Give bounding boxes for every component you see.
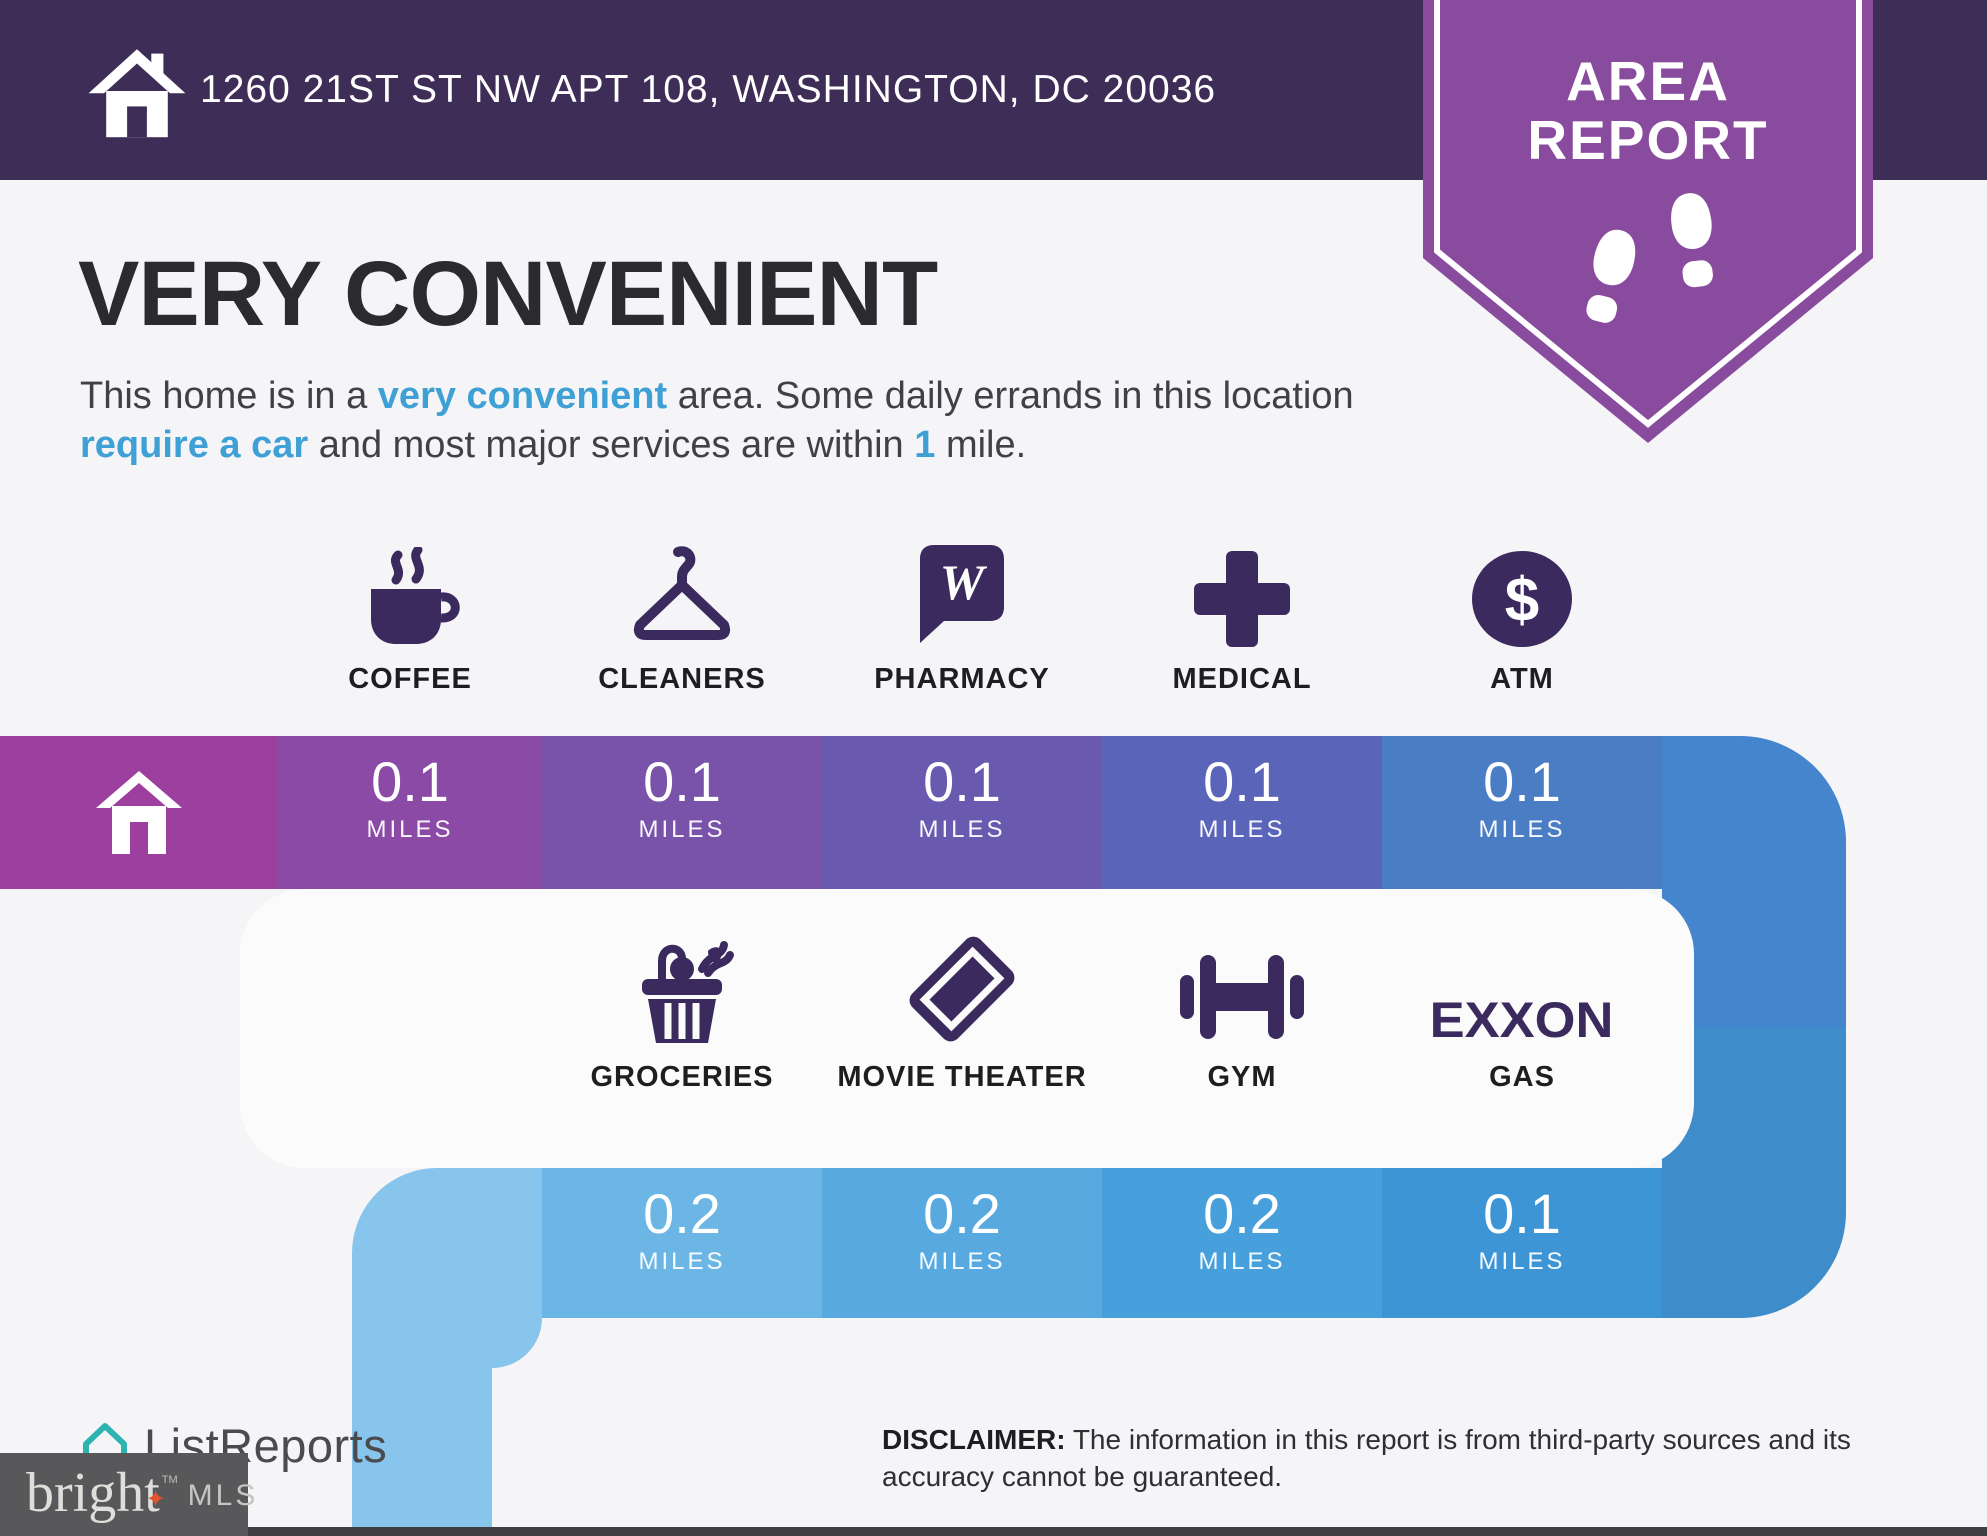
segment-coffee bbox=[278, 736, 542, 889]
bright-star-icon: ✦ bbox=[145, 1485, 166, 1513]
mls-wordmark: MLS bbox=[187, 1479, 259, 1512]
amenity-gym: GYM bbox=[1092, 934, 1392, 1094]
highlight-require-a-car: require a car bbox=[80, 424, 309, 467]
segment-atm bbox=[1382, 736, 1662, 889]
amenity-label: GAS bbox=[1489, 1061, 1555, 1093]
segment-gym bbox=[1102, 1168, 1382, 1318]
segment-movie-theater bbox=[822, 1168, 1102, 1318]
amenity-movie-theater: MOVIE THEATER bbox=[812, 934, 1112, 1094]
movie-ticket-icon bbox=[909, 936, 1015, 1042]
amenity-label: COFFEE bbox=[348, 663, 472, 695]
band-curve-left bbox=[352, 1168, 542, 1536]
amenity-label: GYM bbox=[1207, 1061, 1277, 1093]
amenity-label: GROCERIES bbox=[590, 1061, 774, 1093]
page-title: VERY CONVENIENT bbox=[78, 243, 938, 345]
distance-groceries: 0.2 MILES bbox=[638, 1182, 726, 1276]
amenity-label: CLEANERS bbox=[598, 663, 766, 695]
property-address: 1260 21ST ST NW APT 108, WASHINGTON, DC … bbox=[200, 68, 1217, 111]
band-home-icon bbox=[96, 771, 182, 854]
amenity-label: MOVIE THEATER bbox=[837, 1061, 1087, 1093]
svg-text:W: W bbox=[940, 554, 988, 610]
area-report-banner bbox=[1423, 0, 1873, 443]
amenity-groceries: GROCERIES bbox=[532, 934, 832, 1094]
atm-icon: $ bbox=[1472, 551, 1572, 647]
home-icon bbox=[88, 49, 186, 138]
amenity-cleaners: CLEANERS bbox=[532, 536, 832, 696]
svg-text:$: $ bbox=[1505, 566, 1539, 635]
segment-groceries bbox=[542, 1168, 822, 1318]
highlight-one-mile: 1 bbox=[914, 424, 936, 467]
coffee-icon bbox=[371, 547, 460, 644]
amenity-medical: MEDICAL bbox=[1092, 536, 1392, 696]
amenity-atm: $ ATM bbox=[1372, 536, 1672, 696]
band-curve-right-top bbox=[1662, 736, 1846, 1027]
segment-pharmacy bbox=[822, 736, 1102, 889]
amenity-label: MEDICAL bbox=[1172, 663, 1312, 695]
segment-gas bbox=[1382, 1168, 1662, 1318]
amenity-gas: EXXON GAS bbox=[1372, 934, 1672, 1094]
distance-atm: 0.1 MILES bbox=[1478, 750, 1566, 844]
cleaners-icon bbox=[633, 546, 731, 640]
pharmacy-icon: W bbox=[920, 545, 1004, 643]
banner-title: AREA REPORT bbox=[1527, 50, 1769, 172]
amenity-coffee: COFFEE bbox=[260, 536, 560, 696]
distance-movie-theater: 0.2 MILES bbox=[918, 1182, 1006, 1276]
highlight-very-convenient: very convenient bbox=[377, 375, 668, 417]
bottom-border bbox=[0, 1527, 1987, 1536]
distance-pharmacy: 0.1 MILES bbox=[918, 750, 1006, 844]
gym-dumbbell-icon bbox=[1180, 955, 1304, 1039]
segment-cleaners bbox=[542, 736, 822, 889]
exxon-logo: EXXON bbox=[1430, 992, 1614, 1048]
distance-gym: 0.2 MILES bbox=[1198, 1182, 1286, 1276]
footprints-icon bbox=[1586, 193, 1713, 323]
distance-medical: 0.1 MILES bbox=[1198, 750, 1286, 844]
segment-medical bbox=[1102, 736, 1382, 889]
disclaimer-text: DISCLAIMER: The information in this repo… bbox=[882, 1424, 1851, 1492]
distance-gas: 0.1 MILES bbox=[1478, 1182, 1566, 1276]
intro-paragraph: This home is in a very convenient area. … bbox=[80, 375, 1354, 467]
trademark-symbol: TM bbox=[161, 1474, 178, 1486]
distance-cleaners: 0.1 MILES bbox=[638, 750, 726, 844]
band-curve-right-bottom bbox=[1662, 1027, 1846, 1318]
bright-mls-logo: bright ✦ TM MLS bbox=[0, 1453, 255, 1536]
amenity-label: PHARMACY bbox=[874, 663, 1050, 695]
amenity-pharmacy: W PHARMACY bbox=[812, 536, 1112, 696]
distance-coffee: 0.1 MILES bbox=[366, 750, 454, 844]
amenity-label: ATM bbox=[1490, 663, 1554, 695]
medical-cross-icon bbox=[1194, 551, 1290, 647]
bright-wordmark: bright ✦ bbox=[26, 1453, 166, 1533]
groceries-icon bbox=[642, 941, 734, 1043]
